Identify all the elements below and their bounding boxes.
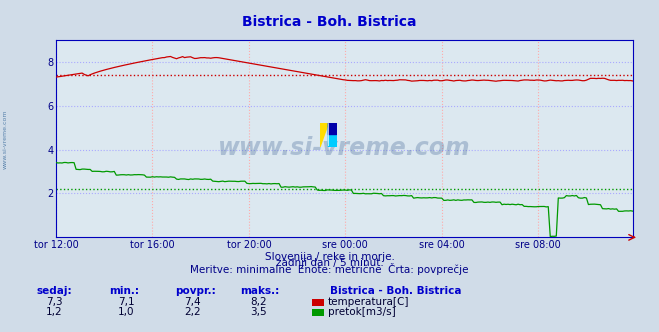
Text: www.si-vreme.com: www.si-vreme.com — [3, 110, 8, 169]
Text: Bistrica - Boh. Bistrica: Bistrica - Boh. Bistrica — [330, 286, 461, 296]
Text: Slovenija / reke in morje.: Slovenija / reke in morje. — [264, 252, 395, 262]
Text: 1,2: 1,2 — [45, 307, 63, 317]
Text: povpr.:: povpr.: — [175, 286, 215, 296]
Text: 7,1: 7,1 — [118, 297, 135, 307]
Text: 7,4: 7,4 — [184, 297, 201, 307]
Text: temperatura[C]: temperatura[C] — [328, 297, 410, 307]
Text: 1,0: 1,0 — [118, 307, 135, 317]
Text: 3,5: 3,5 — [250, 307, 267, 317]
Text: 7,3: 7,3 — [45, 297, 63, 307]
Text: maks.:: maks.: — [241, 286, 280, 296]
Text: min.:: min.: — [109, 286, 139, 296]
Text: pretok[m3/s]: pretok[m3/s] — [328, 307, 396, 317]
Text: 8,2: 8,2 — [250, 297, 267, 307]
Text: Bistrica - Boh. Bistrica: Bistrica - Boh. Bistrica — [243, 15, 416, 29]
Text: zadnji dan / 5 minut.: zadnji dan / 5 minut. — [275, 258, 384, 268]
Text: Meritve: minimalne  Enote: metrične  Črta: povprečje: Meritve: minimalne Enote: metrične Črta:… — [190, 263, 469, 275]
Text: sedaj:: sedaj: — [36, 286, 72, 296]
Text: www.si-vreme.com: www.si-vreme.com — [218, 136, 471, 160]
Text: 2,2: 2,2 — [184, 307, 201, 317]
